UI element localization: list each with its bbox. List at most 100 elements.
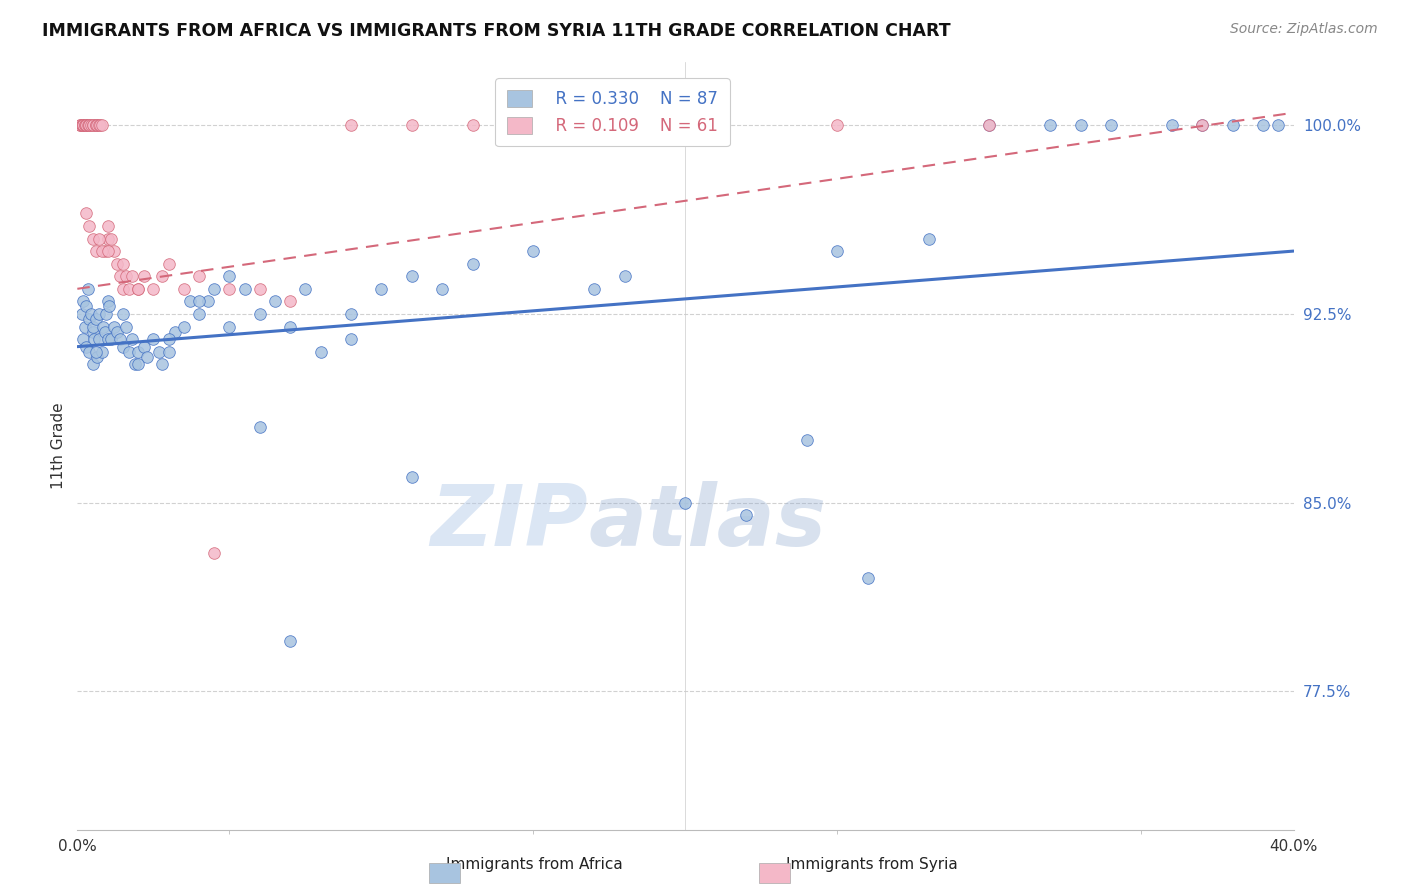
Point (340, 332, 363, 346)
Point (97, 294, 120, 309)
Point (90, 244, 112, 258)
Point (278, 634, 301, 648)
Point (461, 118, 484, 132)
Point (98, 300, 121, 314)
Point (218, 319, 240, 334)
Point (103, 244, 125, 258)
Point (202, 282, 225, 296)
Point (1070, 118, 1092, 132)
Point (84, 118, 107, 132)
Point (93, 325, 115, 339)
Point (111, 307, 134, 321)
Point (82, 325, 104, 339)
Point (142, 282, 165, 296)
Point (79, 118, 101, 132)
Point (86, 118, 108, 132)
Point (294, 282, 316, 296)
Y-axis label: 11th Grade: 11th Grade (51, 402, 66, 490)
Point (100, 332, 122, 346)
Point (127, 357, 149, 371)
Point (82, 118, 104, 132)
Point (188, 307, 211, 321)
Point (127, 344, 149, 359)
Point (218, 282, 240, 296)
Point (218, 269, 240, 284)
Point (82, 357, 104, 371)
Point (157, 257, 180, 271)
Point (111, 340, 134, 354)
Point (84, 344, 107, 359)
Point (401, 118, 423, 132)
Point (89, 118, 111, 132)
Point (87, 231, 110, 245)
Point (157, 344, 180, 359)
Point (79, 219, 101, 233)
Point (188, 294, 211, 309)
Point (118, 344, 141, 359)
Point (97, 231, 120, 245)
Point (84, 244, 107, 258)
Point (103, 319, 125, 334)
Point (73, 319, 96, 334)
Point (1251, 118, 1274, 132)
Point (264, 294, 287, 309)
Point (827, 118, 849, 132)
Point (136, 350, 159, 364)
Point (70, 307, 93, 321)
Point (96, 307, 118, 321)
Point (1191, 118, 1213, 132)
Point (86, 350, 108, 364)
Text: ZIP: ZIP (430, 481, 588, 565)
Point (97, 219, 120, 233)
Point (79, 344, 101, 359)
Point (72, 294, 94, 309)
Text: atlas: atlas (588, 481, 827, 565)
Point (97, 244, 120, 258)
Point (233, 282, 256, 296)
Point (84, 118, 107, 132)
Point (142, 332, 165, 346)
Point (115, 269, 138, 284)
Point (84, 312, 107, 326)
Point (827, 244, 849, 258)
Point (583, 282, 606, 296)
Point (1267, 118, 1289, 132)
Point (401, 269, 423, 284)
Point (522, 244, 544, 258)
Point (796, 433, 818, 447)
Point (93, 244, 115, 258)
Point (121, 269, 143, 284)
Point (100, 231, 122, 245)
Point (77, 282, 100, 296)
Point (735, 508, 758, 523)
Point (90, 118, 112, 132)
Point (173, 319, 195, 334)
Point (127, 282, 149, 296)
Text: IMMIGRANTS FROM AFRICA VS IMMIGRANTS FROM SYRIA 11TH GRADE CORRELATION CHART: IMMIGRANTS FROM AFRICA VS IMMIGRANTS FRO… (42, 22, 950, 40)
Legend:   R = 0.330    N = 87,   R = 0.109    N = 61: R = 0.330 N = 87, R = 0.109 N = 61 (495, 78, 730, 146)
Point (1039, 118, 1062, 132)
Point (72, 332, 94, 346)
Point (82, 319, 104, 334)
Point (522, 118, 544, 132)
Point (82, 118, 104, 132)
Point (108, 269, 131, 284)
Point (278, 294, 301, 309)
Point (105, 257, 128, 271)
Point (72, 118, 94, 132)
Point (202, 546, 225, 560)
Point (1222, 118, 1244, 132)
Point (121, 332, 143, 346)
Point (249, 307, 271, 321)
Point (1161, 118, 1184, 132)
Point (83, 332, 105, 346)
Point (80, 307, 103, 321)
Point (73, 118, 96, 132)
Point (79, 118, 101, 132)
Point (77, 118, 100, 132)
Point (90, 344, 112, 359)
Point (111, 282, 134, 296)
Point (75, 206, 97, 220)
Point (70, 118, 93, 132)
Point (87, 332, 110, 346)
